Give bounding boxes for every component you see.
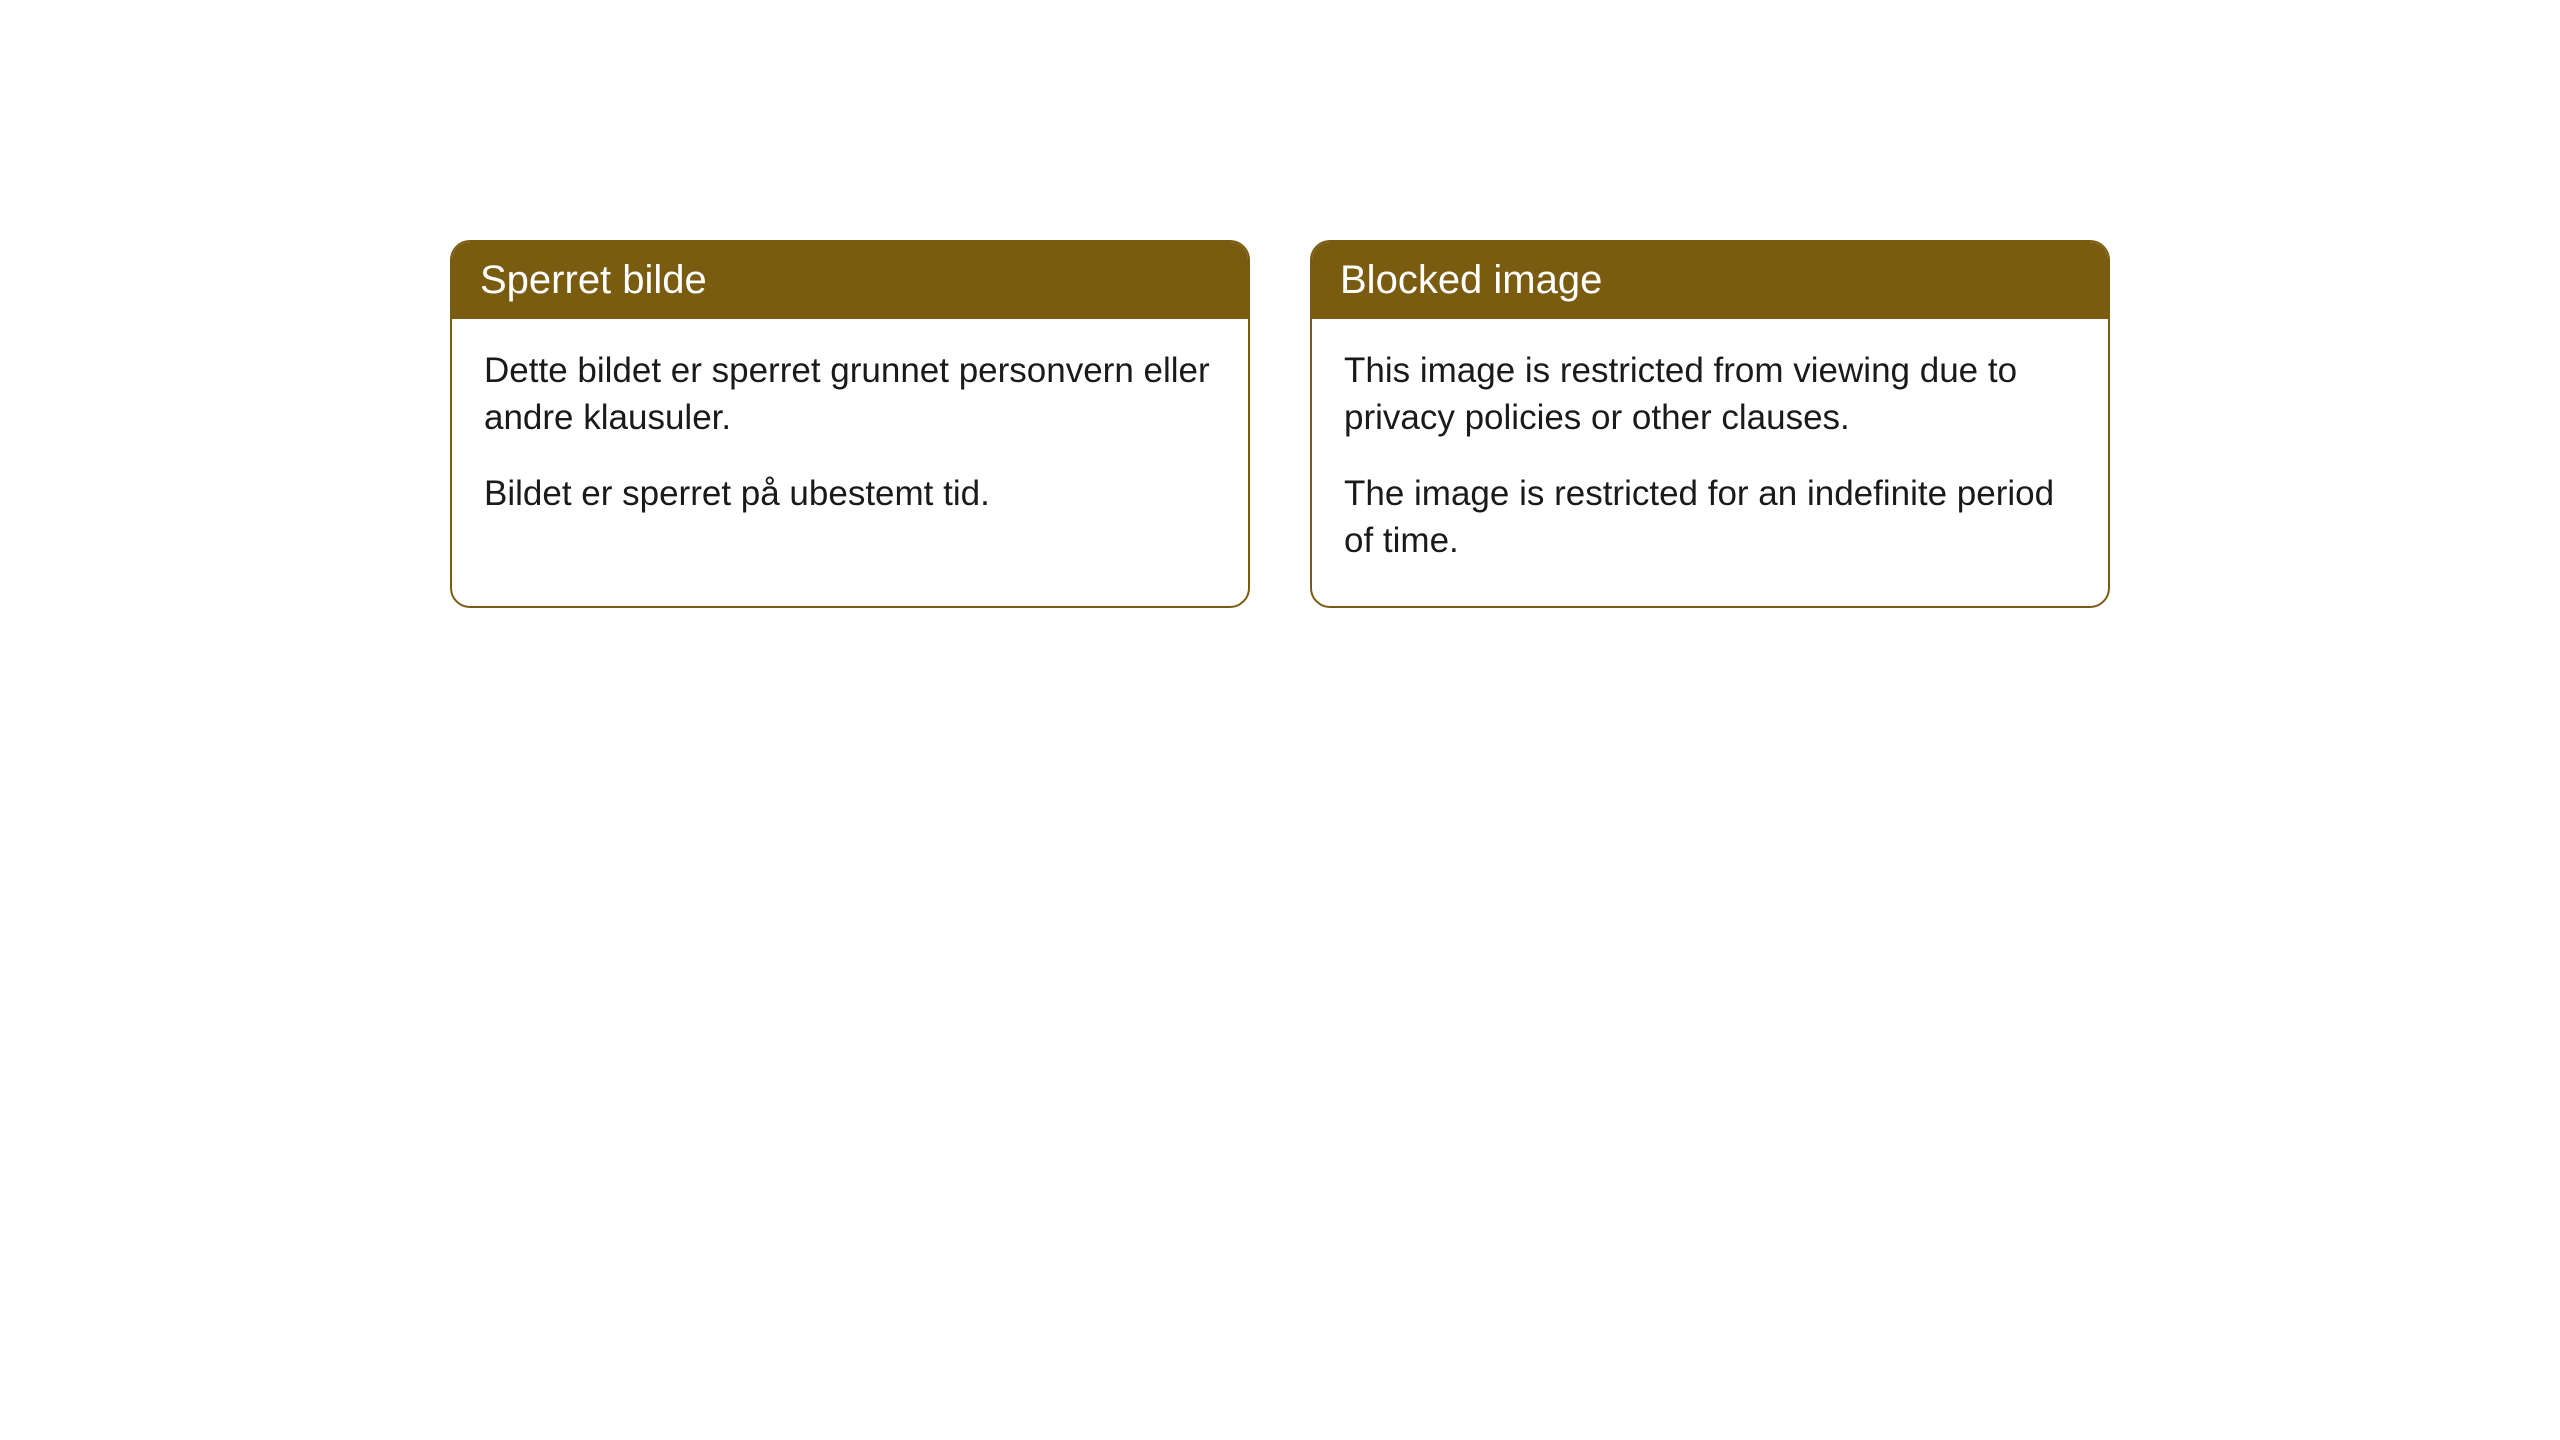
card-paragraph: Bildet er sperret på ubestemt tid. (484, 470, 1216, 517)
card-english: Blocked image This image is restricted f… (1310, 240, 2110, 608)
card-title: Blocked image (1340, 258, 1602, 302)
card-header-english: Blocked image (1312, 242, 2108, 319)
card-body-norwegian: Dette bildet er sperret grunnet personve… (452, 319, 1248, 559)
card-paragraph: The image is restricted for an indefinit… (1344, 470, 2076, 565)
card-paragraph: Dette bildet er sperret grunnet personve… (484, 347, 1216, 442)
card-norwegian: Sperret bilde Dette bildet er sperret gr… (450, 240, 1250, 608)
card-header-norwegian: Sperret bilde (452, 242, 1248, 319)
blocked-image-cards: Sperret bilde Dette bildet er sperret gr… (450, 240, 2560, 608)
card-title: Sperret bilde (480, 258, 707, 302)
card-paragraph: This image is restricted from viewing du… (1344, 347, 2076, 442)
card-body-english: This image is restricted from viewing du… (1312, 319, 2108, 606)
